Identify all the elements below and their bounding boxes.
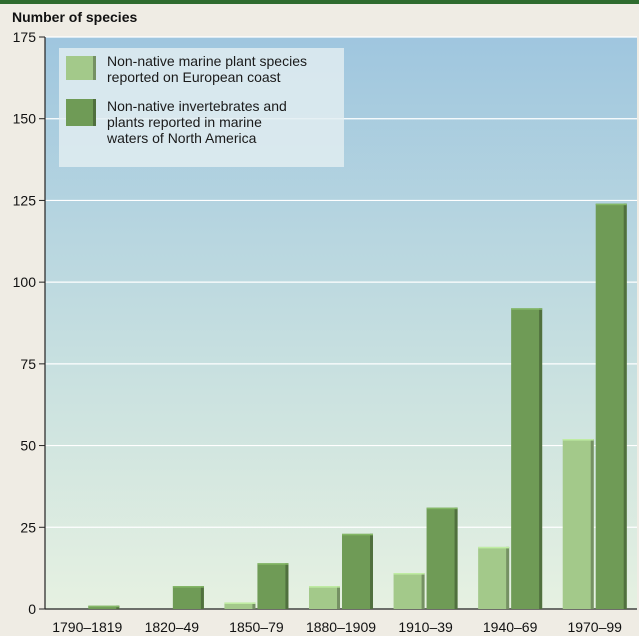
bar-side	[285, 563, 289, 609]
bar-top	[562, 439, 594, 441]
x-tick-label: 1820–49	[145, 619, 200, 635]
top-rule	[0, 0, 639, 4]
bar-face	[257, 563, 289, 609]
y-tick-label: 100	[13, 274, 37, 290]
bar-side	[252, 602, 256, 609]
bar-north-america-1	[172, 586, 204, 609]
bar-top	[172, 586, 204, 588]
bar-face	[478, 546, 510, 609]
bar-north-america-0	[88, 605, 120, 609]
legend-label: reported on European coast	[107, 69, 281, 85]
legend-entry-0: Non-native marine plant speciesreported …	[66, 53, 307, 85]
bar-face	[88, 605, 120, 609]
bar-top	[224, 602, 256, 604]
bar-european-plants-6	[562, 439, 594, 609]
bar-european-plants-3	[309, 586, 340, 609]
bar-top	[342, 533, 373, 536]
bar-north-america-4	[426, 507, 458, 609]
bar-top	[478, 546, 510, 549]
bar-side	[337, 586, 340, 609]
bar-north-america-3	[342, 533, 373, 609]
bar-north-america-6	[595, 203, 627, 609]
bar-european-plants-2	[224, 602, 256, 609]
bar-european-plants-5	[478, 546, 510, 609]
bar-top	[595, 203, 627, 206]
bar-face	[342, 533, 373, 609]
bar-side	[590, 439, 594, 609]
x-tick-label: 1790–1819	[52, 619, 122, 635]
bar-top	[393, 573, 425, 575]
bar-top	[511, 308, 543, 310]
bar-top	[257, 563, 289, 565]
x-tick-label: 1880–1909	[306, 619, 376, 635]
bar-north-america-2	[257, 563, 289, 609]
bar-face	[224, 602, 256, 609]
y-tick-label: 50	[20, 438, 36, 454]
legend-swatch-side	[93, 99, 96, 126]
bar-face	[562, 439, 594, 609]
legend-swatch	[66, 99, 96, 126]
y-tick-label: 25	[20, 519, 36, 535]
legend-swatch	[66, 56, 96, 80]
bar-top	[88, 605, 120, 608]
bar-face	[309, 586, 340, 609]
x-tick-label: 1850–79	[229, 619, 284, 635]
x-tick-label: 1970–99	[567, 619, 622, 635]
bar-side	[623, 203, 627, 609]
bar-face	[595, 203, 627, 609]
bar-european-plants-4	[393, 573, 425, 609]
bar-side	[200, 586, 204, 609]
y-tick-label: 0	[28, 601, 36, 617]
legend-swatch-side	[93, 56, 96, 80]
bar-side	[506, 546, 510, 609]
bar-side	[421, 573, 425, 609]
y-tick-label: 125	[13, 192, 37, 208]
bar-side	[370, 533, 373, 609]
legend-label: waters of North America	[106, 130, 257, 146]
bar-north-america-5	[511, 308, 543, 609]
x-tick-label: 1910–39	[398, 619, 453, 635]
y-axis-title: Number of species	[12, 9, 138, 25]
y-tick-label: 175	[13, 29, 37, 45]
legend-label: plants reported in marine	[107, 114, 262, 130]
x-tick-label: 1940–69	[483, 619, 538, 635]
bar-side	[454, 507, 458, 609]
bar-side	[539, 308, 543, 609]
bar-top	[309, 586, 340, 588]
y-tick-label: 150	[13, 111, 37, 127]
bar-face	[511, 308, 543, 609]
y-tick-label: 75	[20, 356, 36, 372]
bar-top	[426, 507, 458, 510]
bar-face	[426, 507, 458, 609]
legend-label: Non-native invertebrates and	[107, 98, 287, 114]
bar-face	[172, 586, 204, 609]
legend-box	[59, 48, 344, 167]
bar-face	[393, 573, 425, 609]
legend-label: Non-native marine plant species	[107, 53, 307, 69]
bar-side	[116, 605, 120, 609]
